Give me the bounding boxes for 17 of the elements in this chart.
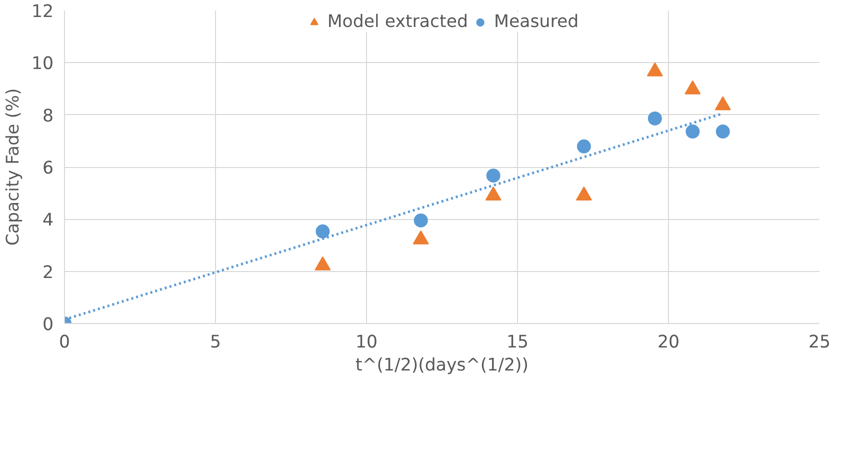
y-tick-label: 2 — [42, 262, 54, 283]
y-axis-title: Capacity Fade (%) — [3, 88, 24, 246]
y-tick-label: 10 — [31, 54, 54, 74]
y-tick-label: 4 — [42, 210, 54, 231]
legend-label: Measured — [494, 12, 579, 32]
x-tick-label: 25 — [808, 332, 831, 352]
x-axis-title: t^(1/2)(days^(1/2)) — [355, 356, 529, 376]
y-tick-label: 12 — [31, 2, 54, 22]
x-tick-label: 5 — [210, 332, 222, 352]
x-tick-label: 15 — [506, 332, 529, 352]
y-tick-label: 0 — [42, 315, 54, 335]
x-tick-label: 10 — [355, 332, 378, 352]
x-tick-label: 0 — [58, 332, 70, 352]
y-tick-label: 8 — [42, 106, 54, 126]
legend-label: Model extracted — [327, 12, 468, 32]
y-tick-label: 6 — [42, 158, 54, 178]
x-tick-label: 20 — [657, 332, 680, 352]
